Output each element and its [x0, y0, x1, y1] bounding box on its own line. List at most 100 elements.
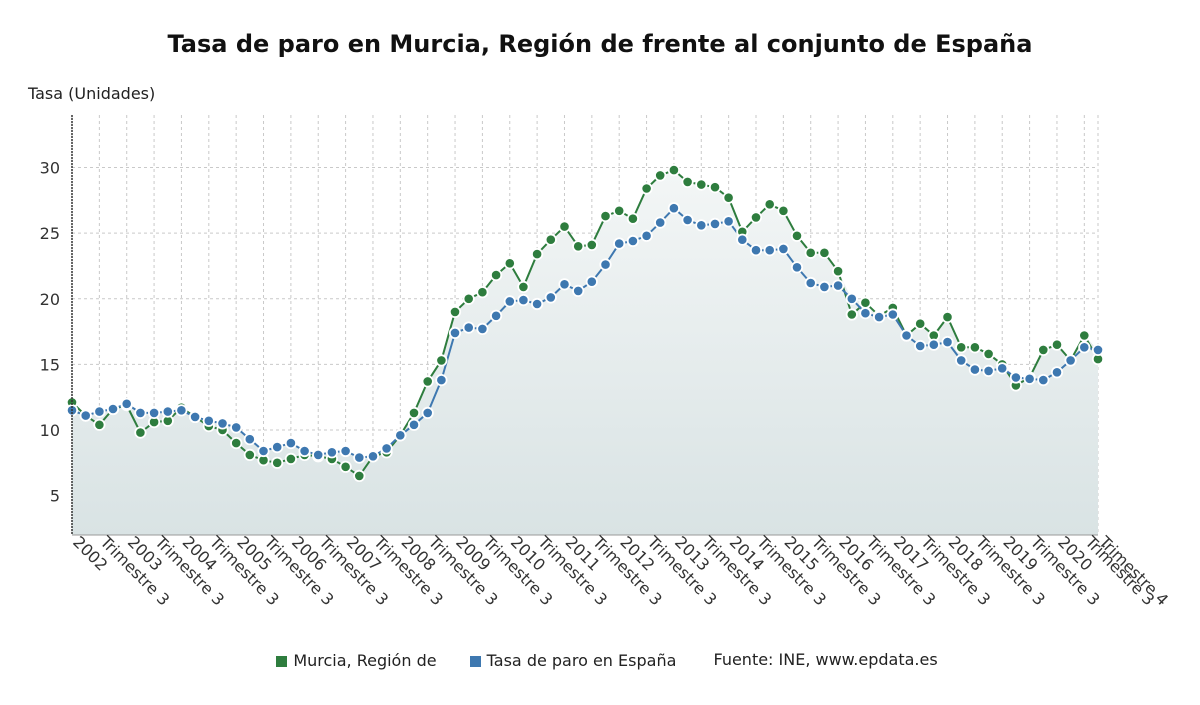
data-point-0: [667, 164, 681, 177]
data-point-1: [613, 237, 626, 250]
data-point-1: [271, 440, 284, 454]
data-point-1: [530, 297, 544, 311]
data-point-1: [708, 217, 722, 230]
data-point-1: [175, 404, 188, 417]
data-point-0: [243, 448, 256, 461]
y-tick-label: 15: [40, 355, 60, 374]
data-point-1: [339, 444, 352, 458]
data-point-0: [777, 204, 790, 217]
legend-item-murcia[interactable]: Murcia, Región de: [276, 651, 437, 670]
data-point-1: [1091, 343, 1105, 356]
data-point-1: [996, 362, 1009, 375]
y-tick-label: 10: [40, 421, 60, 440]
data-point-1: [777, 242, 790, 255]
data-point-0: [599, 210, 612, 223]
series-points: [65, 164, 1105, 482]
data-point-0: [613, 204, 626, 217]
data-point-0: [93, 418, 106, 431]
data-point-0: [763, 198, 776, 211]
data-point-0: [585, 238, 598, 251]
data-point-0: [831, 265, 845, 278]
data-point-0: [134, 426, 147, 439]
data-point-1: [407, 418, 421, 431]
y-tick-label: 25: [40, 224, 60, 243]
data-point-1: [927, 338, 940, 351]
data-point-1: [968, 363, 982, 376]
data-point-1: [763, 244, 776, 257]
data-point-1: [640, 229, 653, 242]
data-point-0: [271, 456, 284, 469]
data-point-1: [394, 429, 407, 442]
data-point-1: [681, 213, 694, 227]
data-point-0: [1050, 338, 1064, 351]
data-point-0: [572, 240, 585, 253]
legend-swatch-murcia: [276, 656, 288, 667]
data-point-1: [1078, 341, 1091, 354]
data-point-1: [106, 402, 120, 416]
data-point-0: [284, 452, 297, 465]
data-point-1: [831, 279, 845, 292]
data-point-1: [872, 310, 886, 324]
data-point-1: [517, 293, 530, 307]
data-point-1: [380, 442, 393, 455]
data-point-0: [489, 268, 503, 282]
data-point-0: [517, 280, 530, 293]
data-point-0: [230, 436, 243, 450]
data-point-1: [120, 397, 133, 410]
legend-swatch-espana: [469, 656, 481, 667]
data-point-1: [353, 451, 366, 464]
data-point-1: [189, 410, 202, 423]
data-point-1: [93, 405, 106, 418]
data-point-1: [325, 446, 338, 459]
chart-title: Tasa de paro en Murcia, Región de frente…: [167, 30, 1033, 58]
data-point-0: [544, 233, 557, 246]
data-point-1: [230, 421, 243, 434]
data-point-1: [982, 364, 995, 377]
area-fill-path: [72, 170, 1098, 535]
data-point-0: [955, 341, 968, 354]
series-line-1: [71, 206, 1099, 459]
data-point-0: [626, 212, 640, 225]
data-point-0: [749, 211, 763, 224]
data-point-1: [818, 280, 831, 293]
data-point-0: [462, 292, 475, 305]
data-point-0: [530, 248, 544, 261]
data-point-1: [804, 276, 817, 290]
legend-item-espana[interactable]: Tasa de paro en España: [469, 651, 676, 670]
data-point-1: [955, 354, 968, 367]
data-point-0: [476, 286, 489, 299]
data-point-1: [202, 414, 215, 427]
y-tick-label: 20: [40, 290, 60, 309]
data-point-1: [462, 321, 475, 334]
data-point-1: [243, 433, 256, 446]
data-point-1: [1037, 373, 1050, 387]
data-point-0: [790, 229, 804, 242]
data-point-1: [790, 261, 804, 274]
data-point-0: [353, 469, 366, 482]
data-point-1: [148, 406, 161, 419]
data-point-1: [900, 329, 913, 342]
data-point-1: [366, 450, 380, 463]
data-point-1: [298, 444, 311, 458]
data-point-0: [339, 460, 352, 473]
data-point-1: [1023, 372, 1036, 385]
data-point-0: [941, 310, 954, 324]
data-point-0: [1078, 329, 1091, 342]
data-point-1: [859, 307, 872, 320]
source-label: Fuente: INE, www.epdata.es: [713, 650, 938, 669]
legend-label-murcia: Murcia, Región de: [293, 651, 437, 670]
data-point-0: [845, 308, 858, 321]
data-point-0: [681, 175, 694, 188]
data-point-1: [1064, 354, 1077, 367]
data-point-0: [914, 317, 927, 330]
data-point-1: [257, 444, 270, 458]
data-point-1: [489, 309, 503, 322]
series-lines: [71, 168, 1099, 478]
data-point-1: [599, 258, 612, 271]
y-tick-labels: 5 10 15 20 25 30: [40, 159, 60, 506]
data-point-1: [695, 219, 708, 232]
data-point-1: [284, 436, 297, 450]
data-point-1: [667, 202, 681, 215]
data-point-0: [558, 220, 571, 233]
